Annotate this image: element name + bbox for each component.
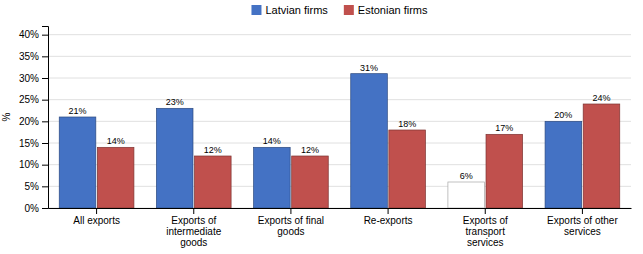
legend-swatch xyxy=(344,5,354,15)
x-tick-label: Exports ofintermediategoods xyxy=(166,215,221,248)
bars xyxy=(59,74,620,208)
x-tick-mark xyxy=(582,208,583,214)
y-tick-mark xyxy=(42,78,48,79)
x-tick: All exports xyxy=(73,208,120,226)
data-label: 18% xyxy=(398,119,416,129)
y-axis-title: % xyxy=(1,112,12,121)
y-axis: 0% 5% 10% 15% 20% 25% 30% 35% 40% xyxy=(19,27,49,214)
legend: Latvian firms Estonian firms xyxy=(251,4,428,16)
x-tick-label: Exports of otherservices xyxy=(547,215,618,237)
grid xyxy=(48,35,631,208)
data-label: 21% xyxy=(69,106,87,116)
data-label: 12% xyxy=(204,145,222,155)
plot: 0% 5% 10% 15% 20% 25% 30% 35% 40% All exports Expo… xyxy=(1,27,632,249)
x-tick-mark xyxy=(388,208,389,214)
x-tick-mark xyxy=(485,208,486,214)
bar xyxy=(448,182,485,208)
grid-line xyxy=(48,143,631,144)
y-tick-mark xyxy=(42,165,48,166)
y-tick: 5% xyxy=(25,181,48,192)
x-tick-mark xyxy=(290,208,291,214)
x-axis-line xyxy=(49,208,632,209)
y-tick: 15% xyxy=(19,138,48,149)
chart: 0% 5% 10% 15% 20% 25% 30% 35% 40% All exports Expo… xyxy=(0,0,643,254)
grid-line xyxy=(48,56,631,57)
bar xyxy=(545,121,582,208)
data-label: 14% xyxy=(263,136,281,146)
bar xyxy=(583,104,620,208)
y-tick-mark xyxy=(42,121,48,122)
grid-line xyxy=(48,121,631,122)
y-tick-label: 5% xyxy=(25,181,40,192)
data-label: 14% xyxy=(107,136,125,146)
x-tick: Re-exports xyxy=(364,208,413,226)
legend-label: Latvian firms xyxy=(265,4,328,16)
x-tick: Exports of otherservices xyxy=(547,208,618,237)
y-tick-mark xyxy=(42,208,48,209)
y-tick-label: 30% xyxy=(19,73,39,84)
y-axis-line xyxy=(42,27,49,209)
grid-line xyxy=(48,34,631,35)
x-tick: Exports ofintermediategoods xyxy=(166,208,221,248)
legend-item: Latvian firms xyxy=(251,4,328,16)
y-tick-mark xyxy=(42,56,48,57)
y-tick-label: 20% xyxy=(19,116,39,127)
x-tick-mark xyxy=(96,208,97,214)
x-tick: Exports of finalgoods xyxy=(258,208,324,237)
bar xyxy=(254,147,291,208)
y-tick-label: 40% xyxy=(19,29,39,40)
y-tick: 0% xyxy=(25,203,48,214)
y-tick-label: 35% xyxy=(19,51,39,62)
bar xyxy=(195,156,232,208)
y-tick-mark xyxy=(42,186,48,187)
bar xyxy=(97,147,134,208)
bar xyxy=(389,130,426,208)
x-tick-label: Exports of finalgoods xyxy=(258,215,324,237)
data-label: 17% xyxy=(495,123,513,133)
y-tick: 20% xyxy=(19,116,48,127)
x-tick-mark xyxy=(193,208,194,214)
y-tick: 40% xyxy=(19,29,48,40)
data-label: 20% xyxy=(554,110,572,120)
y-tick: 10% xyxy=(19,159,48,170)
x-tick-label: Re-exports xyxy=(364,215,413,226)
bar xyxy=(486,134,523,208)
y-tick-mark xyxy=(42,35,48,36)
legend-label: Estonian firms xyxy=(358,4,428,16)
x-tick-label: All exports xyxy=(73,215,120,226)
grid-line xyxy=(48,78,631,79)
data-label: 24% xyxy=(592,93,610,103)
y-tick-mark xyxy=(42,100,48,101)
data-labels: 21% 23% 14% 31% 6% 20% 14% 12% 12% 18% 17% 24% xyxy=(69,63,611,181)
grid-line xyxy=(48,208,631,209)
bar xyxy=(156,108,193,208)
y-tick-label: 0% xyxy=(25,203,40,214)
bar xyxy=(59,117,96,208)
y-tick: 25% xyxy=(19,94,48,105)
x-tick-label: Exports oftransportservices xyxy=(463,215,508,248)
grid-line xyxy=(48,99,631,100)
y-tick-mark xyxy=(42,143,48,144)
bar xyxy=(351,74,388,208)
y-tick: 30% xyxy=(19,73,48,84)
x-tick: Exports oftransportservices xyxy=(463,208,508,248)
legend-item: Estonian firms xyxy=(344,4,428,16)
grid-line xyxy=(48,186,631,187)
data-label: 12% xyxy=(301,145,319,155)
grid-line xyxy=(48,164,631,165)
y-tick: 35% xyxy=(19,51,48,62)
x-axis: All exports Exports ofintermediategoods Ex… xyxy=(49,208,632,248)
data-label: 31% xyxy=(360,63,378,73)
legend-swatch xyxy=(251,5,261,15)
y-tick-label: 25% xyxy=(19,94,39,105)
bar xyxy=(292,156,329,208)
data-label: 6% xyxy=(460,171,473,181)
data-label: 23% xyxy=(166,97,184,107)
y-tick-label: 15% xyxy=(19,138,39,149)
y-tick-label: 10% xyxy=(19,159,39,170)
